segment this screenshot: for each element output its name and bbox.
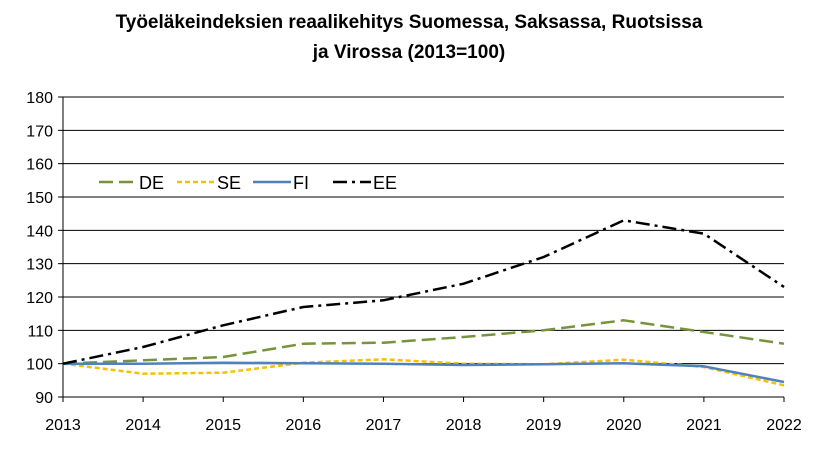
legend-label-fi: FI bbox=[293, 173, 309, 193]
y-tick-label: 130 bbox=[26, 257, 53, 274]
series-line-se bbox=[62, 358, 785, 387]
x-tick-label: 2018 bbox=[446, 417, 482, 434]
y-tick-label: 110 bbox=[27, 323, 53, 340]
y-tick-label: 180 bbox=[26, 90, 53, 107]
y-tick-label: 140 bbox=[26, 223, 53, 240]
chart-title-line-2: ja Virossa (2013=100) bbox=[312, 42, 506, 63]
legend: DE SE FI EE bbox=[99, 173, 397, 193]
y-tick-label: 170 bbox=[26, 123, 53, 140]
y-tick-label: 90 bbox=[35, 390, 53, 407]
y-tick-label: 120 bbox=[26, 290, 53, 307]
x-tick-label: 2013 bbox=[45, 417, 81, 434]
x-tick-label: 2017 bbox=[366, 417, 402, 434]
chart-title-line-1: Työeläkeindeksien reaalikehitys Suomessa… bbox=[115, 12, 703, 33]
x-tick-label: 2020 bbox=[606, 417, 642, 434]
x-tick-label: 2016 bbox=[286, 417, 322, 434]
y-tick-label: 160 bbox=[26, 157, 53, 174]
legend-label-se: SE bbox=[217, 173, 241, 193]
y-tick-label: 100 bbox=[26, 357, 53, 374]
x-tick-label: 2021 bbox=[686, 417, 722, 434]
x-tick-label: 2014 bbox=[125, 417, 161, 434]
x-tick-label: 2015 bbox=[205, 417, 241, 434]
series-lines bbox=[62, 219, 785, 387]
axes: 90 100 110 120 130 140 150 160 170 180 2013 2014 201… bbox=[26, 90, 802, 434]
y-tick-label: 150 bbox=[26, 190, 53, 207]
x-tick-label: 2022 bbox=[766, 417, 802, 434]
series-line-ee bbox=[62, 219, 785, 365]
legend-label-ee: EE bbox=[373, 173, 397, 193]
grid-lines bbox=[63, 96, 784, 398]
x-tick-label: 2019 bbox=[526, 417, 562, 434]
legend-label-de: DE bbox=[139, 173, 164, 193]
series-line-de bbox=[62, 319, 785, 365]
series-line-fi bbox=[63, 361, 785, 384]
